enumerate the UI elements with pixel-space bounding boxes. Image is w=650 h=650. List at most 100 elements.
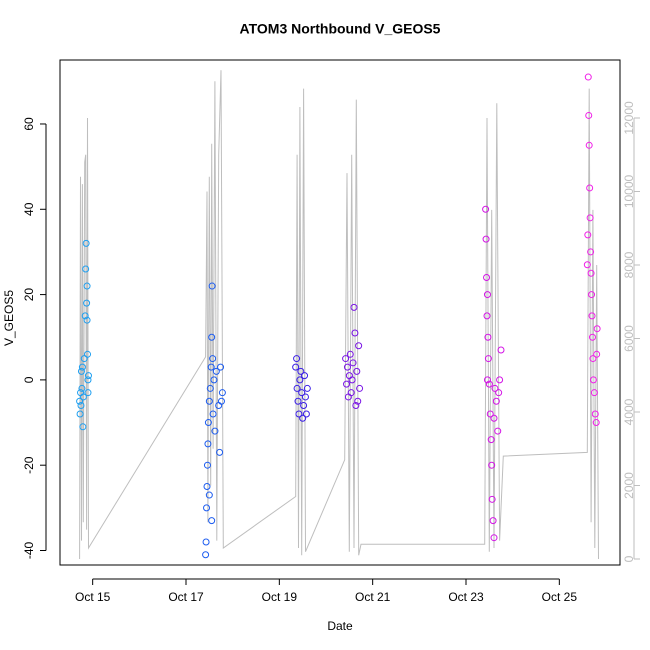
point xyxy=(79,423,87,431)
point xyxy=(299,414,307,422)
point xyxy=(587,248,595,256)
point xyxy=(209,410,217,418)
point xyxy=(486,410,494,418)
point xyxy=(490,534,498,542)
point xyxy=(353,367,361,375)
point xyxy=(202,551,210,559)
y2-tick-label: 0 xyxy=(622,555,636,562)
point xyxy=(217,397,225,405)
point xyxy=(80,355,88,363)
y2-tick-label: 8000 xyxy=(622,251,636,278)
point xyxy=(588,291,596,299)
point xyxy=(347,389,355,397)
point xyxy=(496,376,504,384)
point xyxy=(494,427,502,435)
point xyxy=(349,359,357,367)
point xyxy=(293,384,301,392)
point xyxy=(591,410,599,418)
x-tick-label: Oct 21 xyxy=(355,590,391,604)
point xyxy=(84,389,92,397)
point xyxy=(588,333,596,341)
plot-box xyxy=(59,59,621,566)
point xyxy=(300,401,308,409)
point xyxy=(348,376,356,384)
point xyxy=(497,346,505,354)
point xyxy=(76,410,84,418)
y-axis-label: V_GEOS5 xyxy=(2,290,16,346)
point xyxy=(301,372,309,380)
point xyxy=(203,504,211,512)
point xyxy=(584,231,592,239)
point xyxy=(490,414,498,422)
point xyxy=(342,355,350,363)
point xyxy=(217,363,225,371)
point xyxy=(83,282,91,290)
point xyxy=(83,299,91,307)
point xyxy=(583,261,591,269)
x-tick-label: Oct 19 xyxy=(262,590,298,604)
point xyxy=(208,517,216,525)
point xyxy=(345,372,353,380)
point xyxy=(203,461,211,469)
point xyxy=(207,363,215,371)
point xyxy=(484,333,492,341)
point xyxy=(295,410,303,418)
point xyxy=(296,376,304,384)
point xyxy=(482,235,490,243)
point xyxy=(354,397,362,405)
x-axis-label: Date xyxy=(327,619,353,633)
point xyxy=(298,389,306,397)
point xyxy=(589,376,597,384)
point xyxy=(84,350,92,358)
point xyxy=(585,141,593,149)
point xyxy=(590,389,598,397)
point xyxy=(216,448,224,456)
y-tick-label: -20 xyxy=(22,456,36,474)
point xyxy=(202,538,210,546)
point xyxy=(587,269,595,277)
point xyxy=(491,384,499,392)
point xyxy=(346,350,354,358)
point xyxy=(483,274,491,282)
point xyxy=(204,440,212,448)
point xyxy=(79,393,87,401)
point xyxy=(81,312,89,320)
y2-tick-label: 12000 xyxy=(622,101,636,135)
point xyxy=(82,265,90,273)
point xyxy=(589,355,597,363)
point xyxy=(593,325,601,333)
point xyxy=(83,316,91,324)
point xyxy=(584,73,592,81)
x-tick-label: Oct 23 xyxy=(448,590,484,604)
point xyxy=(210,376,218,384)
point xyxy=(488,461,496,469)
point xyxy=(485,380,493,388)
point xyxy=(301,393,309,401)
point xyxy=(206,384,214,392)
point xyxy=(483,312,491,320)
point xyxy=(585,111,593,119)
x-tick-label: Oct 15 xyxy=(75,590,111,604)
point xyxy=(76,397,84,405)
point xyxy=(303,384,311,392)
y-tick-label: -40 xyxy=(22,542,36,560)
point xyxy=(78,363,86,371)
point xyxy=(292,363,300,371)
point xyxy=(586,214,594,222)
point xyxy=(586,184,594,192)
point xyxy=(352,401,360,409)
y-tick-label: 20 xyxy=(22,288,36,302)
point xyxy=(593,350,601,358)
x-tick-label: Oct 25 xyxy=(542,590,578,604)
y2-tick-label: 2000 xyxy=(622,472,636,499)
y-tick-label: 40 xyxy=(22,202,36,216)
point xyxy=(483,291,491,299)
point xyxy=(488,495,496,503)
point xyxy=(343,363,351,371)
point xyxy=(495,389,503,397)
point xyxy=(489,517,497,525)
point xyxy=(355,342,363,350)
point xyxy=(204,419,212,427)
point xyxy=(483,376,491,384)
